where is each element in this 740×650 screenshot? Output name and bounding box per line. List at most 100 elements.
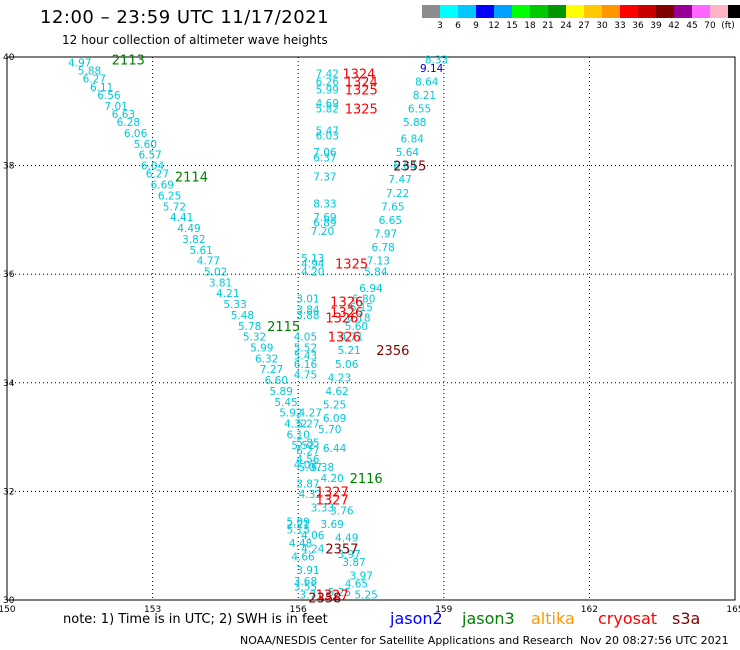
legend-swatch <box>440 5 458 18</box>
wave-height-label: 5.45 <box>274 397 297 409</box>
wave-height-label: 5.60 <box>345 321 368 333</box>
wave-height-label: 5.15 <box>287 524 310 536</box>
wave-height-label: 8.21 <box>413 90 436 102</box>
satellite-cryosat: cryosat <box>598 609 658 628</box>
wave-height-label: 8.33 <box>425 55 448 67</box>
y-tick-label: 36 <box>3 270 15 280</box>
wave-height-label: 6.63 <box>112 109 135 121</box>
wave-height-label: 6.15 <box>350 302 373 314</box>
wave-height-label: 3.84 <box>296 304 320 316</box>
wave-height-label: 5.09 <box>287 516 310 528</box>
wave-height-label: 5.52 <box>291 440 314 452</box>
wave-height-label: 4.49 <box>177 223 200 235</box>
wave-height-label: 5.43 <box>294 351 317 363</box>
wave-height-label: 6.16 <box>294 359 318 371</box>
map-subtitle: 12 hour collection of altimeter wave hei… <box>62 33 328 47</box>
wave-height-label: 5.06 <box>335 359 359 371</box>
map-title: 12:00 – 23:59 UTC 11/17/2021 <box>40 7 330 28</box>
wave-height-label: 6.11 <box>90 82 113 94</box>
wave-height-label: 2.21 <box>287 519 310 531</box>
legend-swatch <box>728 5 740 18</box>
wave-height-label: 5.47 <box>316 125 339 137</box>
satellite-altika: altika <box>531 609 575 628</box>
pass-time-label: 1325 <box>335 257 368 272</box>
wave-height-label: 9.14 <box>420 63 444 75</box>
legend-swatch <box>530 5 548 18</box>
wave-height-label: 6.60 <box>265 375 288 387</box>
legend-label: 42 <box>668 21 680 31</box>
pass-time-label: 2114 <box>175 170 208 185</box>
wave-height-label: 6.65 <box>379 215 402 227</box>
wave-height-label: 6.03 <box>316 131 339 143</box>
wave-height-label: 5.32 <box>243 332 266 344</box>
legend-label: 30 <box>596 21 608 31</box>
wave-height-label: 3.97 <box>337 549 360 561</box>
wave-height-label: 4.62 <box>325 386 348 398</box>
pass-time-label: 1326 <box>330 306 363 321</box>
pass-time-label: 2356 <box>376 344 409 359</box>
y-tick-label: 30 <box>3 596 15 606</box>
wave-height-label: 3.97 <box>350 571 373 583</box>
wave-height-label: 5.13 <box>301 253 324 265</box>
wave-height-label: 4.02 <box>294 459 317 471</box>
legend-label: 9 <box>473 21 479 31</box>
wave-height-label: 7.13 <box>367 256 390 268</box>
wave-height-label: 4.77 <box>197 256 220 268</box>
legend-label: 12 <box>488 21 500 31</box>
legend-label: 33 <box>614 21 626 31</box>
wave-height-label: 4.05 <box>294 332 317 344</box>
pass-time-label: 1327 <box>316 494 349 509</box>
y-tick-label: 34 <box>3 379 15 389</box>
wave-height-label: 4.49 <box>335 533 358 545</box>
wave-height-label: 4.32 <box>299 489 322 501</box>
wave-height-label: 5.52 <box>294 343 317 355</box>
wave-height-label: 3.82 <box>182 234 205 246</box>
legend-swatch <box>602 5 620 18</box>
legend-swatch <box>620 5 638 18</box>
legend-label: 45 <box>686 21 698 31</box>
wave-height-label: 7.20 <box>311 226 334 238</box>
map-frame <box>6 56 736 601</box>
pass-time-label: 2113 <box>112 54 145 69</box>
wave-height-label: 3.55 <box>294 581 317 593</box>
wave-height-label: 5.92 <box>279 408 302 420</box>
wave-height-label: 6.27 <box>83 74 106 86</box>
pass-time-label: 2358 <box>308 591 341 606</box>
wave-height-label: 7.27 <box>260 364 283 376</box>
wave-height-label: 6.94 <box>359 283 383 295</box>
wave-height-label: 6.69 <box>151 180 174 192</box>
wave-height-label: 5.25 <box>323 400 346 412</box>
wave-height-label: 4.20 <box>301 266 324 278</box>
wave-height-label: 4.66 <box>291 552 315 564</box>
legend-swatch <box>638 5 656 18</box>
legend-swatch <box>656 5 674 18</box>
wave-height-label: 6.78 <box>371 242 394 254</box>
legend-label: 18 <box>524 21 536 31</box>
y-tick-label: 40 <box>3 53 15 63</box>
wave-height-label: 5.64 <box>396 147 420 159</box>
wave-height-label: 5.84 <box>364 266 388 278</box>
legend-swatch <box>476 5 494 18</box>
wave-height-label: 4.75 <box>294 370 317 382</box>
wave-height-label: 4.24 <box>301 543 325 555</box>
legend-label: (ft) <box>721 21 735 31</box>
legend-swatch <box>548 5 566 18</box>
wave-height-label: 7.69 <box>313 212 336 224</box>
legend-label: 70 <box>704 21 716 31</box>
wave-height-label: 6.25 <box>158 190 181 202</box>
wave-height-label: 3.81 <box>209 277 232 289</box>
x-tick-label: 165 <box>726 605 740 615</box>
wave-height-label: 4.48 <box>289 538 312 550</box>
legend-swatch <box>422 5 440 18</box>
wave-height-label: 5.38 <box>311 462 334 474</box>
wave-height-label: 5.60 <box>134 139 157 151</box>
wave-height-label: 5.07 <box>299 462 322 474</box>
legend-label: 6 <box>455 21 461 31</box>
pass-time-label: 1325 <box>345 103 378 118</box>
wave-height-label: 4.41 <box>170 212 193 224</box>
pass-time-label: 2355 <box>393 160 426 175</box>
credit-text: NOAA/NESDIS Center for Satellite Applica… <box>240 634 574 647</box>
legend-swatch <box>674 5 692 18</box>
pass-time-label: 2116 <box>350 472 383 487</box>
pass-time-label: 2115 <box>267 320 300 335</box>
